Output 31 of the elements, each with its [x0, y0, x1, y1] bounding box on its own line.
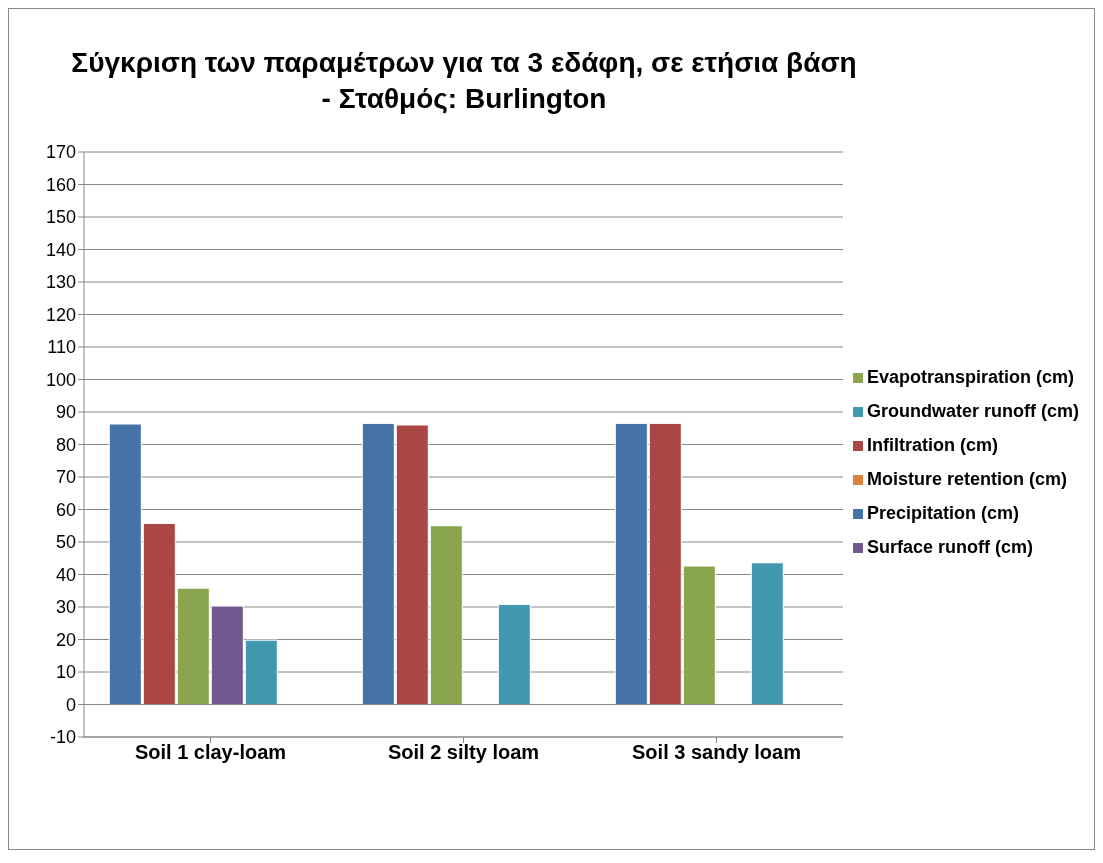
chart-title: Σύγκριση των παραμέτρων για τα 3 εδάφη, σε ετήσια βάση - Σταθμός: Burlington — [70, 46, 858, 116]
y-tick-label: 120 — [45, 304, 76, 325]
bar — [497, 603, 531, 705]
y-tick-label: 20 — [55, 629, 76, 650]
y-tick-label: 60 — [55, 499, 76, 520]
y-tick-label: 10 — [55, 662, 76, 683]
y-tick-label: 50 — [55, 532, 76, 553]
y-tick-label: 90 — [55, 402, 76, 423]
y-tick-label: 70 — [55, 467, 76, 488]
x-tick-label: Soil 1 clay-loam — [134, 741, 287, 764]
y-tick-label: 150 — [45, 207, 76, 228]
legend-label: Infiltration (cm) — [867, 435, 998, 455]
y-tick-label: 80 — [55, 434, 76, 455]
y-tick-label: 110 — [47, 337, 76, 358]
legend-label: Evapotranspiration (cm) — [867, 367, 1075, 387]
y-tick-label: 170 — [45, 142, 76, 163]
y-tick-label: 140 — [45, 239, 76, 260]
bar — [750, 562, 784, 705]
x-tick-label: Soil 3 sandy loam — [632, 741, 801, 764]
y-tick-label: 0 — [65, 694, 76, 715]
legend-label: Groundwater runoff (cm) — [867, 401, 1079, 421]
y-tick-label: -10 — [49, 727, 76, 748]
legend-label: Precipitation (cm) — [867, 503, 1020, 523]
y-tick-label: 100 — [45, 369, 76, 390]
x-tick-label: Soil 2 silty loam — [387, 741, 540, 764]
y-tick-label: 40 — [55, 564, 76, 585]
y-tick-label: 30 — [55, 597, 76, 618]
y-tick-label: 160 — [45, 174, 76, 195]
legend-label: Moisture retention (cm) — [867, 469, 1068, 489]
legend-label: Surface runoff (cm) — [867, 537, 1034, 557]
y-tick-label: 130 — [45, 272, 76, 293]
